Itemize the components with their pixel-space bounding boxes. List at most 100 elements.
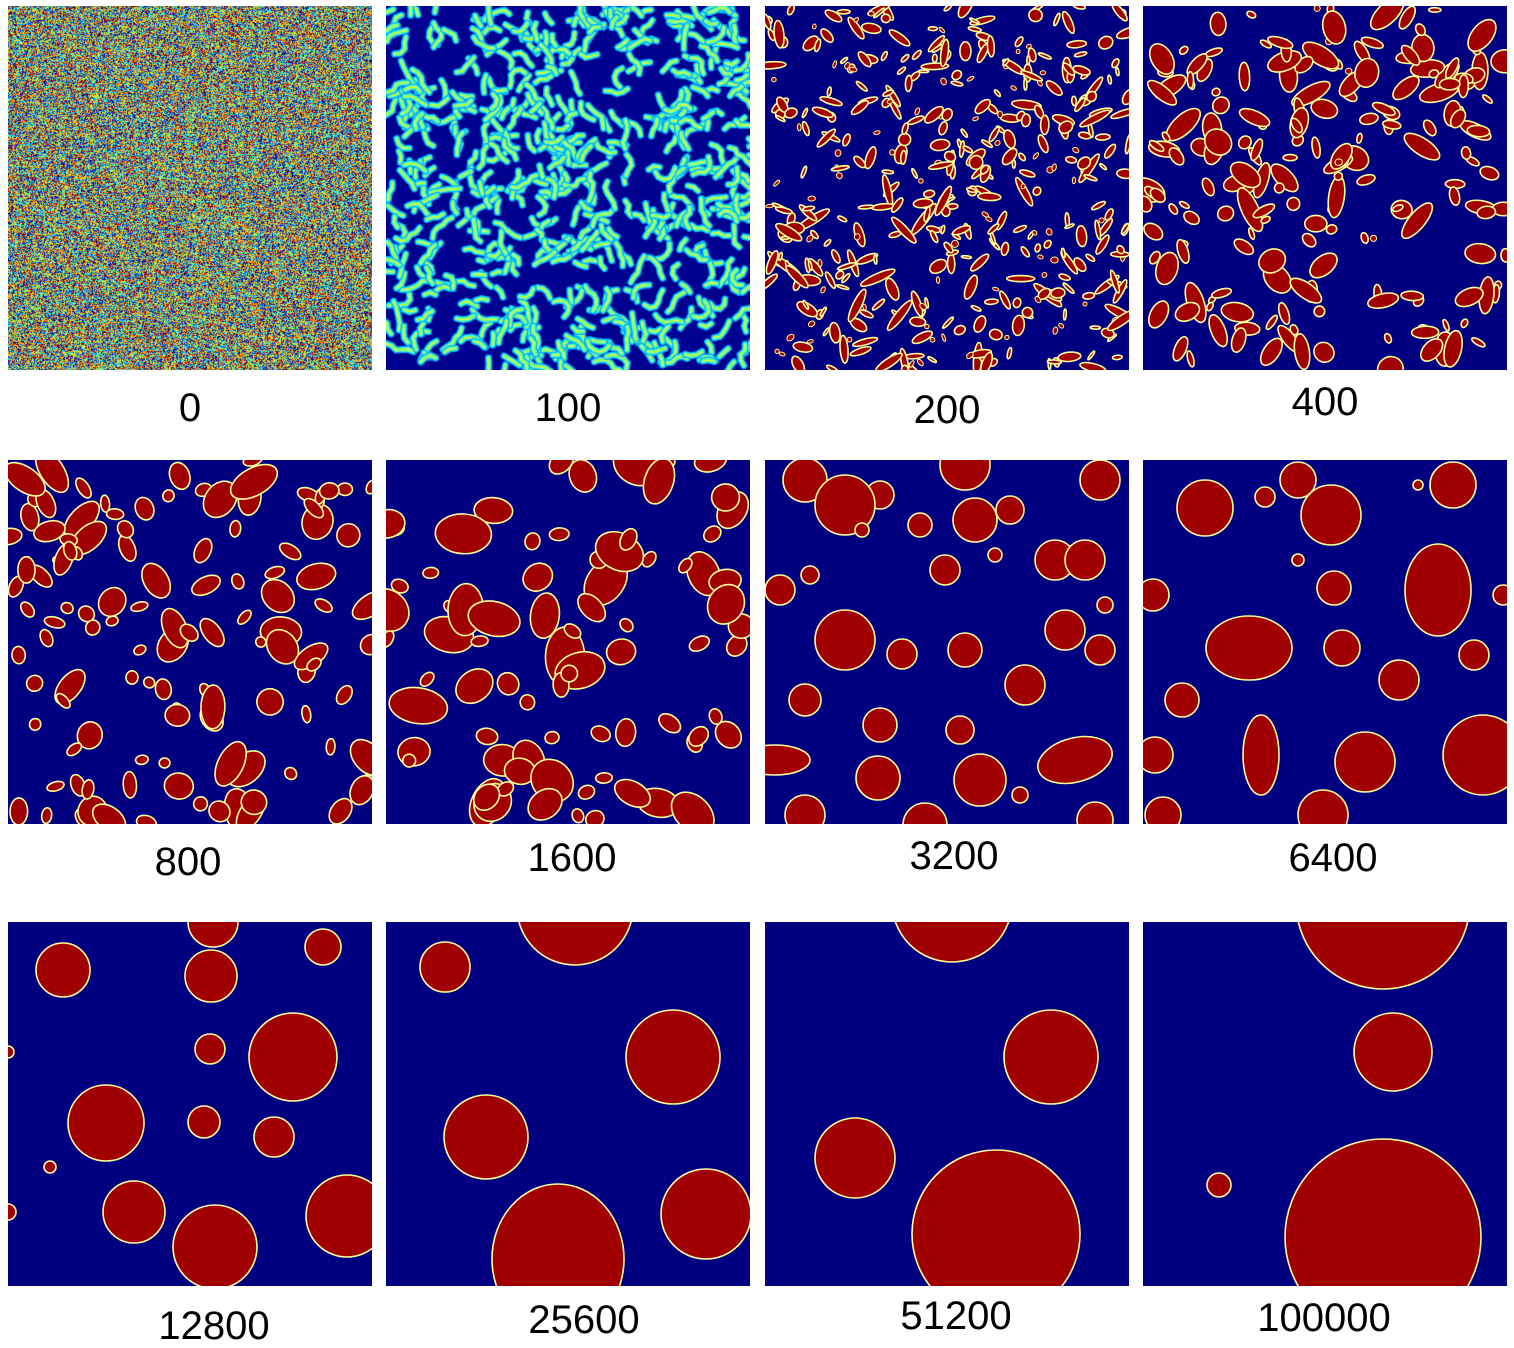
droplet <box>1229 161 1262 189</box>
droplet <box>1442 714 1507 796</box>
droplet <box>1075 224 1088 248</box>
phase-field-image <box>1143 460 1507 824</box>
droplet <box>472 783 501 812</box>
droplet <box>1077 131 1092 140</box>
droplet <box>193 537 213 564</box>
droplet <box>43 1160 57 1174</box>
droplet <box>162 489 175 503</box>
droplet <box>856 252 879 265</box>
droplet <box>1014 36 1024 48</box>
droplet <box>801 205 816 212</box>
droplet <box>786 6 796 16</box>
droplet <box>1090 200 1107 211</box>
droplet <box>1070 95 1078 107</box>
droplet <box>577 592 607 623</box>
droplet <box>1230 327 1247 353</box>
droplet <box>67 1084 145 1162</box>
droplet <box>214 740 248 787</box>
droplet <box>660 1168 750 1260</box>
droplet <box>979 164 990 175</box>
droplet <box>1205 615 1293 681</box>
phase-field-image <box>765 922 1129 1286</box>
droplet <box>911 49 922 61</box>
droplet <box>902 802 948 824</box>
droplet <box>34 460 70 494</box>
droplet <box>473 496 514 525</box>
droplet <box>1210 287 1233 299</box>
time-label-12800: 12800 <box>158 1304 270 1348</box>
droplet <box>1039 114 1050 136</box>
droplet <box>854 522 870 538</box>
droplet <box>1178 200 1190 210</box>
droplet <box>929 554 961 586</box>
droplet <box>1290 117 1303 134</box>
droplet <box>1121 88 1129 106</box>
droplet <box>1286 196 1301 212</box>
droplet <box>708 707 723 726</box>
droplet <box>1103 143 1117 159</box>
droplet <box>1041 272 1048 279</box>
droplet <box>1064 223 1075 230</box>
droplet <box>875 352 903 370</box>
droplet <box>1062 62 1076 77</box>
droplet <box>1333 171 1344 181</box>
droplet <box>256 687 285 716</box>
droplet <box>1392 204 1404 213</box>
droplet <box>1039 70 1047 76</box>
droplet <box>987 223 1000 235</box>
droplet <box>951 224 971 236</box>
droplet <box>1208 314 1229 348</box>
droplet <box>135 814 158 824</box>
droplet <box>17 555 36 584</box>
droplet <box>994 140 1001 146</box>
droplet <box>929 138 951 152</box>
droplet <box>1476 205 1497 220</box>
droplet <box>1186 350 1195 368</box>
droplet <box>172 1204 258 1286</box>
droplet <box>974 98 991 115</box>
droplet <box>584 809 605 824</box>
droplet <box>60 601 74 615</box>
droplet <box>688 635 711 652</box>
droplet <box>1111 354 1123 361</box>
droplet <box>184 949 238 1003</box>
droplet <box>847 16 865 40</box>
panel-200 <box>765 6 1129 370</box>
droplet <box>855 755 901 801</box>
droplet <box>1309 252 1338 279</box>
droplet <box>1403 132 1441 161</box>
droplet <box>1367 292 1400 310</box>
droplet <box>993 89 1002 98</box>
droplet <box>1084 634 1116 666</box>
droplet <box>938 26 946 34</box>
droplet <box>1313 6 1321 12</box>
droplet <box>1094 219 1102 241</box>
droplet <box>923 105 945 124</box>
droplet <box>422 566 440 580</box>
droplet <box>953 753 1007 807</box>
droplet <box>1032 186 1042 197</box>
droplet <box>1011 159 1017 169</box>
time-label-3200: 3200 <box>909 834 999 878</box>
droplet <box>1087 350 1096 361</box>
droplet <box>806 339 814 344</box>
droplet <box>1010 99 1043 111</box>
droplet <box>351 590 372 621</box>
droplet <box>283 766 298 781</box>
droplet <box>814 1117 896 1199</box>
droplet <box>816 128 837 148</box>
droplet <box>1109 269 1121 294</box>
droplet <box>981 211 990 218</box>
droplet <box>1149 187 1166 204</box>
droplet <box>133 644 147 656</box>
droplet <box>1005 274 1036 283</box>
droplet <box>1072 65 1091 76</box>
droplet <box>1095 234 1110 255</box>
droplet <box>168 461 191 491</box>
droplet <box>230 573 245 590</box>
droplet <box>1051 163 1057 172</box>
droplet <box>62 540 78 561</box>
droplet <box>66 742 83 757</box>
time-label-100: 100 <box>534 386 602 430</box>
droplet <box>951 239 959 248</box>
